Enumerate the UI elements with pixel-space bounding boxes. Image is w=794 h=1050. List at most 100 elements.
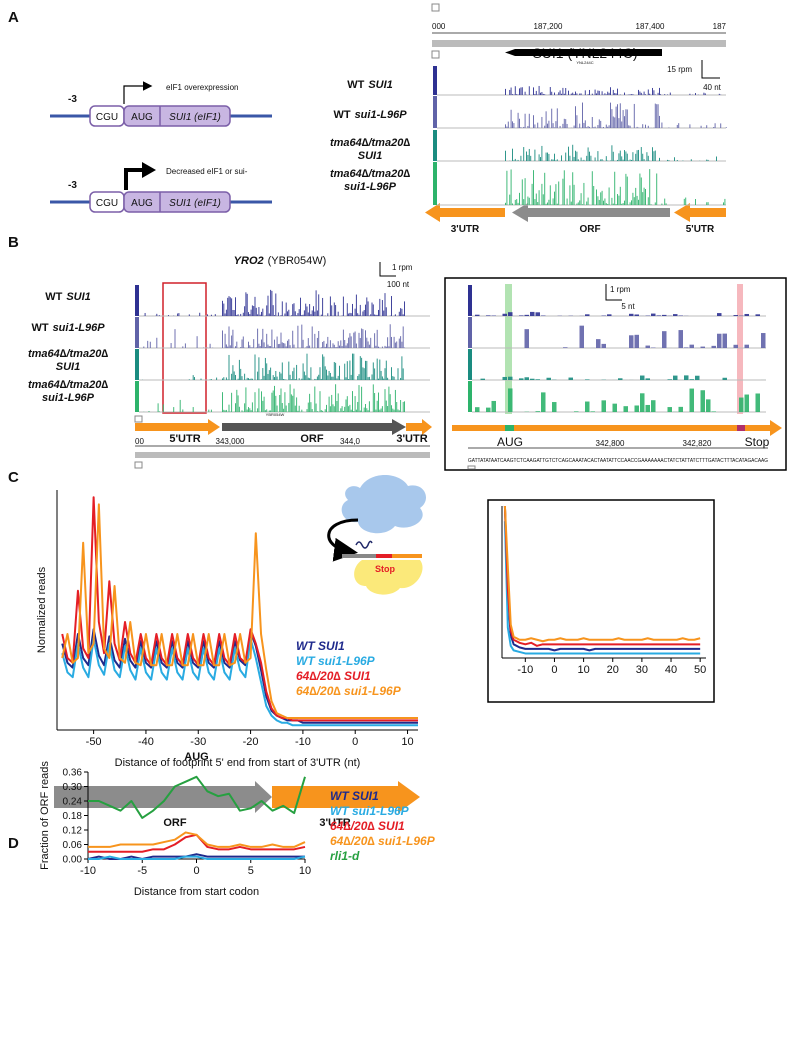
coverage-bar [344,406,346,412]
coverage-bar [662,314,667,316]
coverage-bar [363,407,365,412]
coverage-bar [512,121,513,128]
coverage-bar [523,147,525,161]
coverage-bar [376,314,378,316]
coverage-bar [643,187,645,205]
coverage-bar [352,391,353,412]
coverage-bar [563,93,565,95]
coverage-bar [640,147,642,161]
coverage-bar [391,296,392,316]
coverage-bar [566,198,568,205]
coverage-bar [237,314,239,316]
coverage-bar [605,156,607,161]
coverage-bar [684,375,689,380]
coverage-bar [349,360,351,380]
coverage-bar [231,392,233,412]
coverage-bar [579,325,584,348]
coverage-bar [528,86,530,95]
coverage-bar [337,341,339,348]
coverage-bar [323,356,325,380]
coverage-bar [310,402,312,412]
coverage-bar [289,384,291,412]
coverage-bar [240,368,242,380]
coverage-bar [370,314,372,316]
coverage-bar [375,314,377,316]
coverage-bar [270,367,272,380]
coverage-bar [267,295,269,316]
coverage-bar [524,377,529,380]
coverage-bar [676,124,678,128]
coverage-bar [642,124,644,128]
coverage-bar [335,305,337,316]
coverage-bar [551,159,553,161]
coverage-bar [508,312,513,316]
coverage-bar [192,407,194,412]
coverage-bar [314,378,316,380]
coverage-bar [744,313,749,316]
coverage-bar [328,396,330,412]
coverage-bar [562,123,564,128]
coverage-bar [706,159,708,161]
coverage-bar [301,324,303,348]
coverage-bar [348,313,350,316]
coverage-bar [262,308,264,316]
coverage-bar [404,401,405,412]
coverage-bar [563,347,568,348]
coverage-bar [236,341,238,348]
coverage-bar [310,314,312,316]
coverage-bar [527,125,529,128]
ruler-label: 342,800 [596,439,625,448]
coverage-bar [625,173,627,205]
coverage-bar [547,152,548,161]
coverage-bar [615,106,617,128]
coverage-bar [375,345,377,348]
coverage-bar [634,334,639,348]
coverage-bar [575,150,576,161]
coverage-bar [521,87,523,95]
coverage-bar [355,294,357,316]
coverage-bar [594,89,596,95]
region-label: 3'UTR [396,433,427,445]
coverage-bar [328,347,330,348]
coverage-bar [570,201,572,205]
coverage-bar [596,189,597,205]
coverage-bar [280,332,282,348]
coverage-bar [530,311,535,316]
coverage-bar [294,405,296,412]
coverage-bar [264,347,266,348]
coverage-bar [535,193,537,205]
coverage-bar [632,152,634,161]
coverage-bar [357,313,359,316]
ruler-label: 187 [713,22,727,31]
coverage-bar [143,346,145,348]
coverage-bar [678,330,683,348]
coverage-bar [661,203,663,205]
coverage-bar [622,203,624,205]
coverage-bar [294,379,296,380]
x-tick-label: 0 [193,865,199,877]
coverage-bar [374,333,376,348]
coverage-bar [331,376,333,380]
coverage-bar [237,395,239,412]
coverage-bar [622,110,624,128]
coverage-bar [638,89,639,95]
coverage-bar [379,409,381,412]
coverage-bar [552,402,557,412]
coverage-bar [250,347,252,348]
coverage-bar [267,373,269,380]
coverage-bar [626,153,628,161]
coverage-bar [718,93,720,95]
coverage-bar [535,379,540,380]
coverage-bar [546,377,551,380]
coverage-bar [568,90,569,95]
coverage-bar [614,117,616,128]
gene-id: YNL244C [576,60,593,65]
coverage-bar [667,379,672,380]
icon [431,3,440,12]
coverage-bar [248,341,249,348]
coverage-bar [514,199,516,205]
coverage-bar [253,306,255,316]
coverage-bar [547,202,548,205]
coverage-bar [329,340,331,348]
coverage-bar [397,368,399,380]
